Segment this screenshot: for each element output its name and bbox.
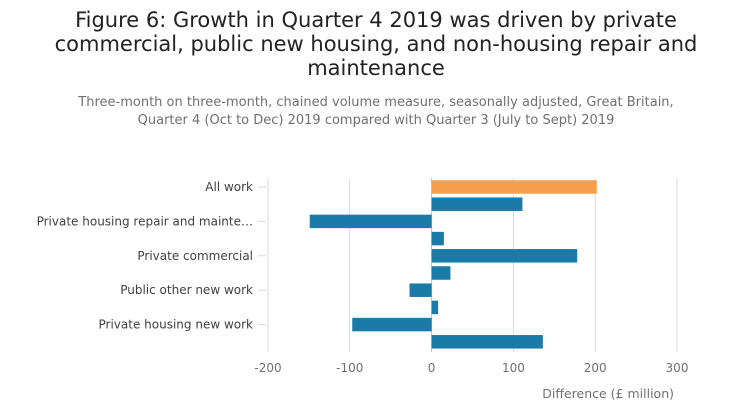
category-label: Private housing repair and mainte… [37,214,253,228]
category-label: Public other new work [120,283,253,297]
x-tick-label: 300 [666,361,689,375]
chart-title-line: Figure 6: Growth in Quarter 4 2019 was d… [75,8,677,32]
bar [431,335,543,349]
chart-title-line: maintenance [307,56,445,80]
x-tick-label: -100 [336,361,363,375]
bar [431,266,451,280]
bar [409,283,432,297]
bar [431,300,439,315]
bars [309,180,597,349]
bar [431,197,523,211]
x-tick-labels: -200 -100 0 100 200 300 [254,361,688,375]
x-tick-label: 100 [502,361,525,375]
chart-subtitle-line: Quarter 4 (Oct to Dec) 2019 compared wit… [137,113,615,128]
bar [309,214,432,229]
bar [431,231,444,246]
category-label: Private housing new work [99,318,254,332]
x-tick-label: -200 [254,361,281,375]
chart-subtitle: Three-month on three-month, chained volu… [0,94,752,130]
x-tick-label: 200 [584,361,607,375]
bar [431,249,578,263]
bar [352,317,432,332]
chart-title: Figure 6: Growth in Quarter 4 2019 was d… [0,8,752,80]
x-tick-label: 0 [428,361,436,375]
grid-lines [267,178,678,352]
x-axis-title: Difference (£ million) [542,386,674,401]
chart-subtitle-line: Three-month on three-month, chained volu… [78,95,674,110]
bar [431,180,597,194]
category-labels: All work Private housing repair and maint… [37,180,266,332]
category-label: All work [205,180,253,194]
chart-title-line: commercial, public new housing, and non-… [54,32,698,56]
category-label: Private commercial [137,249,253,263]
